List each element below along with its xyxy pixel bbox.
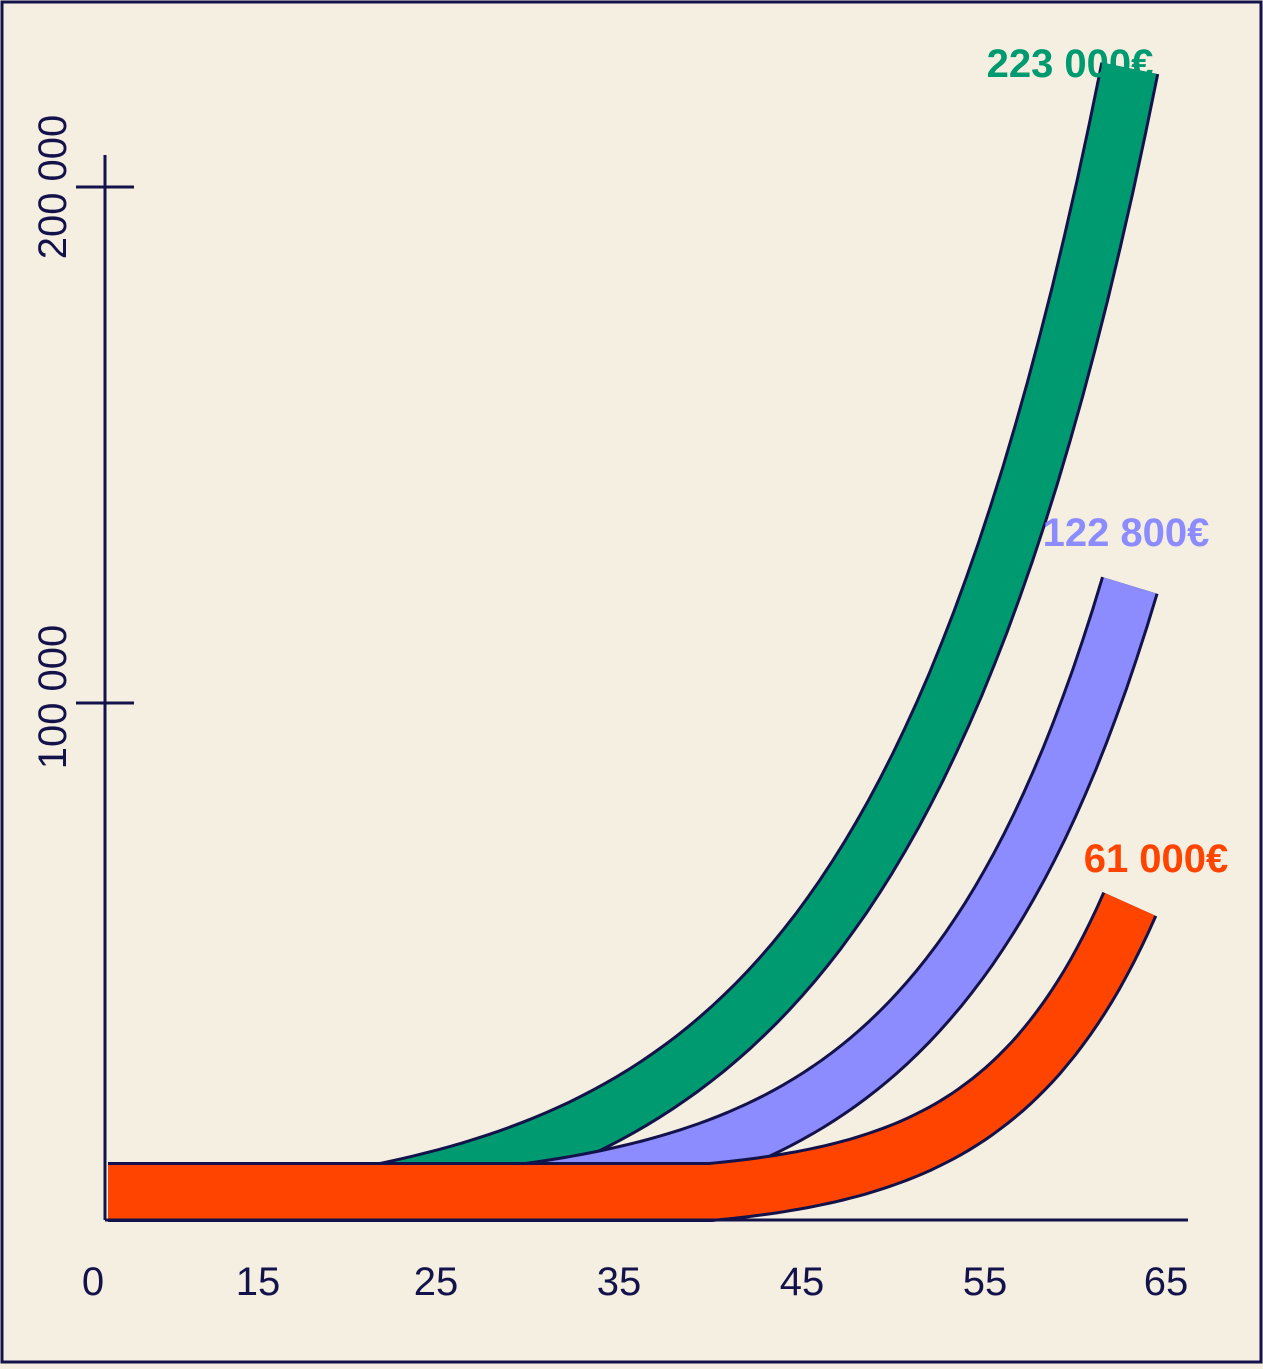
series-1-band xyxy=(368,62,1157,1219)
series-bands xyxy=(108,62,1160,1222)
x-tick-label-45: 45 xyxy=(780,1260,825,1304)
x-tick-label-0: 0 xyxy=(82,1260,104,1304)
x-tick-labels: 0 15 25 35 45 55 65 xyxy=(82,1260,1188,1304)
end-labels: 223 000€ 122 800€ 61 000€ xyxy=(987,42,1229,881)
end-label-series-2: 122 800€ xyxy=(1043,511,1210,555)
y-tick-200000: 200 000 xyxy=(31,115,134,260)
end-label-series-3: 61 000€ xyxy=(1084,837,1229,881)
y-tick-label-100000: 100 000 xyxy=(31,625,75,770)
x-tick-label-65: 65 xyxy=(1144,1260,1189,1304)
x-tick-label-25: 25 xyxy=(414,1260,459,1304)
y-tick-label-200000: 200 000 xyxy=(31,115,75,260)
x-tick-label-35: 35 xyxy=(597,1260,642,1304)
y-tick-100000: 100 000 xyxy=(31,625,134,770)
end-label-series-1: 223 000€ xyxy=(987,42,1154,86)
series-3-band xyxy=(108,892,1155,1219)
x-tick-label-55: 55 xyxy=(963,1260,1008,1304)
x-tick-label-15: 15 xyxy=(236,1260,281,1304)
